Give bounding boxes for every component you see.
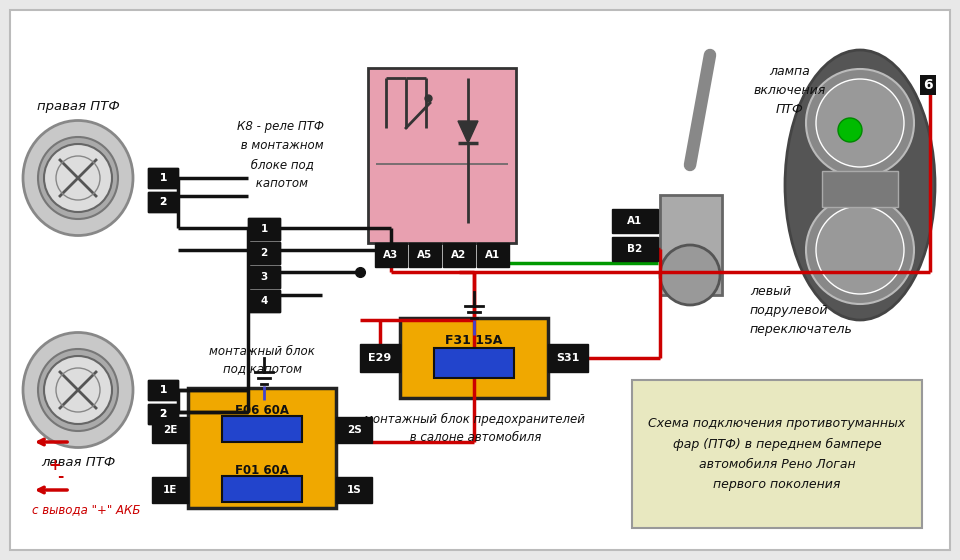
Text: 2: 2	[159, 409, 167, 419]
Text: 1S: 1S	[347, 485, 361, 495]
Circle shape	[816, 79, 904, 167]
Text: левая ПТФ: левая ПТФ	[41, 455, 115, 469]
Text: -: -	[57, 469, 63, 483]
FancyBboxPatch shape	[248, 266, 280, 288]
FancyBboxPatch shape	[822, 171, 898, 207]
FancyBboxPatch shape	[248, 290, 280, 312]
Text: 6: 6	[924, 78, 933, 92]
FancyBboxPatch shape	[477, 243, 509, 267]
FancyBboxPatch shape	[660, 195, 722, 295]
Text: 1: 1	[159, 173, 167, 183]
Circle shape	[660, 245, 720, 305]
Text: правая ПТФ: правая ПТФ	[36, 100, 119, 113]
Text: 4: 4	[260, 296, 268, 306]
Ellipse shape	[38, 137, 118, 219]
FancyBboxPatch shape	[248, 266, 280, 288]
Text: A3: A3	[383, 250, 398, 260]
Circle shape	[44, 356, 112, 424]
Text: +: +	[49, 458, 61, 473]
FancyBboxPatch shape	[10, 10, 950, 550]
Ellipse shape	[23, 120, 133, 236]
Text: левый
подрулевой
переключатель: левый подрулевой переключатель	[750, 284, 852, 335]
Text: 2: 2	[260, 248, 268, 258]
Text: 3: 3	[260, 272, 268, 282]
Text: F01 60A: F01 60A	[235, 464, 289, 477]
Polygon shape	[458, 121, 478, 143]
Text: Схема подключения противотуманных
фар (ПТФ) в переднем бампере
автомобиля Рено Л: Схема подключения противотуманных фар (П…	[648, 417, 905, 491]
Text: A5: A5	[418, 250, 433, 260]
Text: B2: B2	[628, 244, 642, 254]
FancyBboxPatch shape	[248, 218, 280, 240]
Text: 1: 1	[159, 173, 167, 183]
Text: F31 15A: F31 15A	[445, 334, 503, 347]
Text: E29: E29	[369, 353, 392, 363]
Ellipse shape	[23, 333, 133, 447]
FancyBboxPatch shape	[360, 344, 400, 372]
FancyBboxPatch shape	[148, 380, 178, 400]
FancyBboxPatch shape	[375, 243, 407, 267]
Text: F06 60A: F06 60A	[235, 404, 289, 417]
FancyBboxPatch shape	[222, 416, 302, 442]
Circle shape	[806, 69, 914, 177]
Ellipse shape	[38, 349, 118, 431]
FancyBboxPatch shape	[148, 192, 178, 212]
Text: К8 - реле ПТФ
 в монтажном
 блоке под
 капотом: К8 - реле ПТФ в монтажном блоке под капо…	[236, 120, 324, 190]
FancyBboxPatch shape	[248, 242, 280, 264]
Text: 2: 2	[159, 197, 167, 207]
FancyBboxPatch shape	[148, 168, 178, 188]
FancyBboxPatch shape	[152, 417, 188, 443]
FancyBboxPatch shape	[632, 380, 922, 528]
FancyBboxPatch shape	[434, 348, 514, 378]
FancyBboxPatch shape	[148, 168, 178, 188]
Text: 1: 1	[260, 224, 268, 234]
Text: 1E: 1E	[163, 485, 178, 495]
Text: с вывода "+" АКБ: с вывода "+" АКБ	[32, 503, 140, 516]
Text: 2E: 2E	[163, 425, 178, 435]
FancyBboxPatch shape	[336, 477, 372, 503]
Text: монтажный блок
под капотом: монтажный блок под капотом	[209, 344, 315, 376]
Circle shape	[838, 118, 862, 142]
Text: 1: 1	[159, 385, 167, 395]
Text: A1: A1	[486, 250, 500, 260]
FancyBboxPatch shape	[443, 243, 475, 267]
FancyBboxPatch shape	[148, 380, 178, 400]
Text: 3: 3	[260, 272, 268, 282]
Ellipse shape	[785, 50, 935, 320]
Circle shape	[806, 196, 914, 304]
Text: 2S: 2S	[347, 425, 361, 435]
Text: 4: 4	[260, 296, 268, 306]
Text: 1: 1	[260, 224, 268, 234]
Text: 2: 2	[159, 409, 167, 419]
Text: монтажный блок предохранителей
 в салоне автомобиля: монтажный блок предохранителей в салоне …	[364, 413, 585, 444]
Circle shape	[816, 206, 904, 294]
Text: 1: 1	[159, 385, 167, 395]
Text: лампа
включения
ПТФ: лампа включения ПТФ	[754, 64, 827, 115]
FancyBboxPatch shape	[612, 237, 658, 261]
FancyBboxPatch shape	[612, 209, 658, 233]
FancyBboxPatch shape	[400, 318, 548, 398]
FancyBboxPatch shape	[548, 344, 588, 372]
FancyBboxPatch shape	[148, 192, 178, 212]
Text: 2: 2	[159, 197, 167, 207]
FancyBboxPatch shape	[409, 243, 441, 267]
Circle shape	[44, 144, 112, 212]
Text: A2: A2	[451, 250, 467, 260]
FancyBboxPatch shape	[368, 68, 516, 243]
Text: A1: A1	[628, 216, 642, 226]
FancyBboxPatch shape	[248, 218, 280, 240]
FancyBboxPatch shape	[188, 388, 336, 508]
FancyBboxPatch shape	[248, 290, 280, 312]
FancyBboxPatch shape	[152, 477, 188, 503]
FancyBboxPatch shape	[336, 417, 372, 443]
FancyBboxPatch shape	[222, 476, 302, 502]
FancyBboxPatch shape	[148, 404, 178, 424]
FancyBboxPatch shape	[148, 404, 178, 424]
Text: S31: S31	[556, 353, 580, 363]
Text: 2: 2	[260, 248, 268, 258]
FancyBboxPatch shape	[248, 242, 280, 264]
